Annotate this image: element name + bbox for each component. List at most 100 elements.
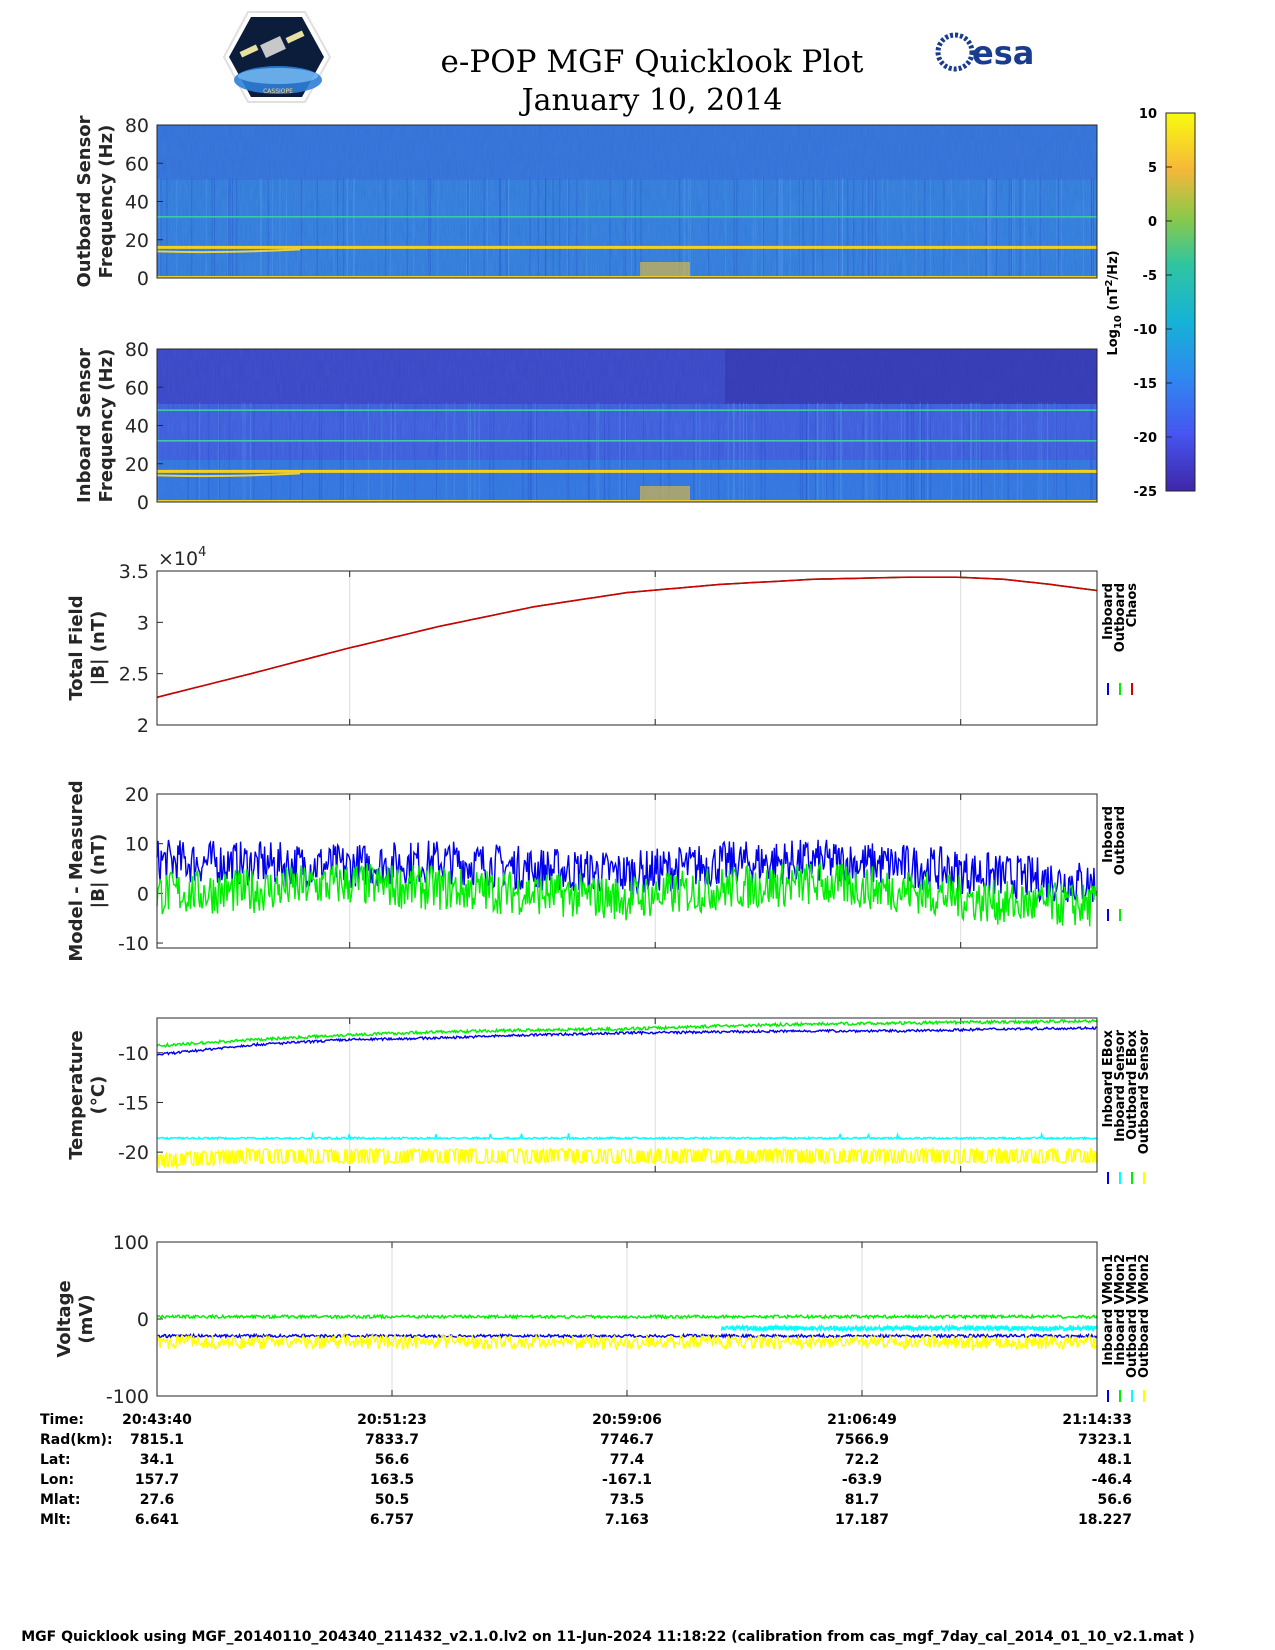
legend-label: Outboard xyxy=(1113,806,1128,875)
ephemeris-cell: 6.757 xyxy=(370,1512,414,1528)
ephemeris-cell: 7833.7 xyxy=(365,1432,419,1448)
esa-logo: esa xyxy=(935,32,1034,72)
y-axis-label: Inboard SensorFrequency (Hz) xyxy=(74,348,117,503)
y-tick-label: 0 xyxy=(137,268,149,290)
y-tick-label: 20 xyxy=(125,784,149,806)
colorbar-tick-label: 5 xyxy=(1148,161,1157,176)
cassiope-logo-text: CASSIOPE xyxy=(263,88,293,95)
y-tick-label: -20 xyxy=(118,1142,149,1164)
series-line-2 xyxy=(720,1323,1098,1333)
ephemeris-cell: 163.5 xyxy=(370,1472,414,1488)
ephemeris-row-label: Rad(km): xyxy=(40,1432,113,1448)
y-tick-label: -10 xyxy=(118,1043,149,1065)
exponent-power: 4 xyxy=(198,545,206,560)
legend-label: Chaos xyxy=(1125,583,1140,627)
ephemeris-cell: 20:43:40 xyxy=(122,1412,192,1428)
ephemeris-row-label: Mlat: xyxy=(40,1492,80,1508)
legend-label: Inboard xyxy=(1101,806,1116,863)
y-tick-label: 2.5 xyxy=(119,664,149,686)
series-line-1 xyxy=(156,861,1098,927)
series-line-0 xyxy=(156,1332,1098,1340)
y-tick-label: -10 xyxy=(118,933,149,955)
outboard-spectrogram xyxy=(156,124,1098,279)
ephemeris-cell: 6.641 xyxy=(135,1512,179,1528)
plot-frame xyxy=(156,1017,1098,1173)
colorbar-tick-label: 0 xyxy=(1148,215,1157,230)
y-tick-label: 80 xyxy=(125,115,149,137)
y-tick-label: 2 xyxy=(137,715,149,737)
total-field-panel: 3.5 3 2.5 2 Total Field|B| (nT) InboardOutboa… xyxy=(66,545,1140,737)
y-tick-label: 40 xyxy=(125,416,149,438)
y-tick-label: 80 xyxy=(125,339,149,361)
ephemeris-cell: 48.1 xyxy=(1097,1452,1132,1468)
colorbar-gradient xyxy=(1165,112,1196,492)
legend-label: Outboard Sensor xyxy=(1137,1029,1152,1154)
ephemeris-cell: 157.7 xyxy=(135,1472,179,1488)
y-tick-label: -100 xyxy=(106,1386,149,1408)
series-line-1 xyxy=(156,1131,1098,1142)
y-axis-label: Temperature(°C) xyxy=(66,1030,109,1159)
y-axis-label-line: Inboard Sensor xyxy=(74,348,95,503)
model-measured-panel: 20 10 0 -10 Model - Measured|B| (nT) InboardO… xyxy=(66,780,1128,961)
series-line-2 xyxy=(156,576,1098,699)
legend-label: Inboard EBox xyxy=(1101,1029,1116,1127)
y-axis-label-line: Outboard Sensor xyxy=(74,115,95,287)
colorbar: 10 5 0 -5 -10 -15 -20 -25 Log10 (nT2/Hz) xyxy=(1104,107,1196,500)
y-axis-label-line: Frequency (Hz) xyxy=(96,125,117,279)
colorbar-tick-label: -25 xyxy=(1134,485,1158,500)
page-title: e-POP MGF Quicklook Plot xyxy=(441,44,864,80)
y-axis-label-line: (mV) xyxy=(76,1294,97,1343)
y-tick-label: 100 xyxy=(113,1232,149,1254)
legend-label: Inboard VMon2 xyxy=(1113,1254,1128,1366)
y-tick-label: 3.5 xyxy=(119,561,149,583)
inboard-spectrogram-panel: 80 60 40 20 0 Inboard SensorFrequency (Hz) xyxy=(74,339,1098,514)
y-tick-label: 40 xyxy=(125,192,149,214)
ephemeris-cell: 72.2 xyxy=(845,1452,880,1468)
ephemeris-cell: 7.163 xyxy=(605,1512,649,1528)
colorbar-label: Log10 (nT2/Hz) xyxy=(1104,250,1124,355)
ephemeris-cell: 7323.1 xyxy=(1078,1432,1132,1448)
y-tick-label: 20 xyxy=(125,454,149,476)
y-tick-label: 3 xyxy=(137,612,149,634)
legend-label: Outboard xyxy=(1113,583,1128,652)
spectrogram-hotspot xyxy=(640,262,690,278)
cassiope-logo: CASSIOPE xyxy=(222,11,332,103)
colorbar-tick-label: 10 xyxy=(1139,107,1157,122)
ephemeris-row-label: Time: xyxy=(40,1412,84,1428)
ephemeris-cell: 7746.7 xyxy=(600,1432,654,1448)
y-axis-label: Model - Measured|B| (nT) xyxy=(66,780,109,961)
y-axis-label-line: Model - Measured xyxy=(66,780,87,961)
y-tick-label: 0 xyxy=(137,883,149,905)
colorbar-tick-label: -5 xyxy=(1143,269,1157,284)
ephemeris-cell: 20:51:23 xyxy=(357,1412,427,1428)
plot-frame xyxy=(156,1241,1098,1397)
legend-label: Outboard VMon1 xyxy=(1125,1254,1140,1378)
page-date: January 10, 2014 xyxy=(519,83,783,118)
footer-text: MGF Quicklook using MGF_20140110_204340_… xyxy=(21,1629,1195,1645)
y-tick-label: 0 xyxy=(137,492,149,514)
colorbar-tick-label: -15 xyxy=(1134,377,1158,392)
ephemeris-cell: 34.1 xyxy=(140,1452,175,1468)
colorbar-tick-label: -20 xyxy=(1134,431,1158,446)
y-axis-label-line: Frequency (Hz) xyxy=(96,349,117,503)
outboard-spectrogram-panel: 80 60 40 20 0 Outboard SensorFrequency (Hz) xyxy=(74,115,1098,290)
y-tick-label: -15 xyxy=(118,1092,149,1114)
series-line-1 xyxy=(156,1313,1098,1321)
y-axis-label: Voltage(mV) xyxy=(54,1280,97,1357)
y-axis-label-line: |B| (nT) xyxy=(88,611,109,686)
y-axis-label-line: Temperature xyxy=(66,1030,87,1159)
series-line-0 xyxy=(156,839,1098,903)
plot-frame xyxy=(156,570,1098,726)
ephemeris-cell: 73.5 xyxy=(610,1492,645,1508)
y-tick-label: 60 xyxy=(125,377,149,399)
y-axis-label-line: |B| (nT) xyxy=(88,834,109,909)
y-axis-label-line: (°C) xyxy=(88,1076,109,1115)
ephemeris-cell: 50.5 xyxy=(375,1492,410,1508)
series-line-3 xyxy=(156,1146,1098,1170)
legend-label: Inboard VMon1 xyxy=(1101,1254,1116,1366)
y-tick-label: 10 xyxy=(125,834,149,856)
legend-label: Inboard Sensor xyxy=(1113,1029,1128,1141)
ephemeris-cell: 20:59:06 xyxy=(592,1412,662,1428)
plot-area xyxy=(157,571,1097,725)
